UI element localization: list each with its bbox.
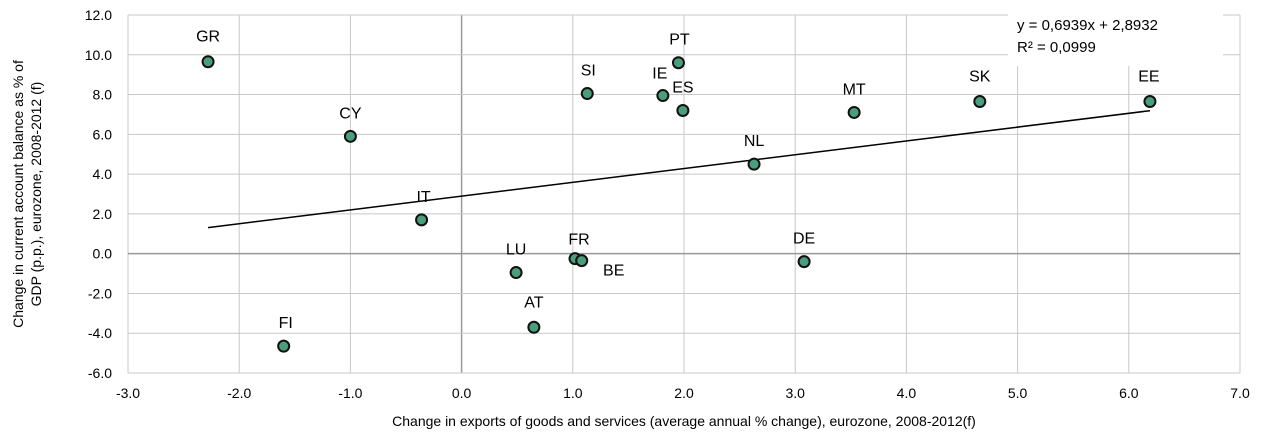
point-label-de: DE (793, 231, 815, 248)
x-axis-label: Change in exports of goods and services … (392, 413, 976, 429)
x-tick-label: 4.0 (897, 385, 917, 401)
trendline (207, 109, 1151, 229)
data-point-it (415, 213, 429, 227)
data-point-mt (847, 105, 861, 119)
y-tick-label: 10.0 (85, 47, 112, 63)
x-tick-label: -3.0 (116, 385, 140, 401)
point-label-it: IT (416, 189, 430, 206)
data-point-gr (201, 55, 215, 69)
y-axis-label-line1: Change in current account balance as % o… (10, 60, 26, 328)
point-label-lu: LU (506, 242, 526, 259)
point-label-cy: CY (339, 105, 362, 122)
trendline-equation: y = 0,6939x + 2,8932 (1017, 17, 1158, 34)
y-axis-label-line2: GDP (p.p.), eurozone, 2008-2012 (f) (28, 82, 44, 307)
data-point-sk (973, 95, 987, 109)
point-label-si: SI (581, 63, 596, 80)
y-tick-label: -6.0 (88, 365, 112, 381)
data-point-pt (671, 56, 685, 70)
point-label-be: BE (603, 263, 624, 280)
point-label-at: AT (524, 294, 543, 311)
data-point-es (676, 103, 690, 117)
grid-lines (127, 14, 1241, 374)
x-tick-label: -2.0 (227, 385, 251, 401)
data-point-nl (747, 157, 761, 171)
x-tick-label: 3.0 (785, 385, 805, 401)
x-tick-label: -1.0 (338, 385, 362, 401)
y-tick-label: 4.0 (93, 166, 113, 182)
point-label-es: ES (672, 79, 693, 96)
x-tick-label: 6.0 (1119, 385, 1139, 401)
y-tick-label: 12.0 (85, 7, 112, 23)
y-tick-label: -4.0 (88, 325, 112, 341)
data-point-ie (656, 89, 670, 103)
point-label-mt: MT (843, 81, 866, 98)
data-point-cy (343, 129, 357, 143)
data-point-si (580, 87, 594, 101)
x-tick-label: 0.0 (452, 385, 472, 401)
data-point-at (527, 320, 541, 334)
x-tick-labels: -3.0 -2.0 -1.0 0.0 1.0 2.0 3.0 4.0 5.0 6.0 7.0 (116, 385, 1250, 401)
y-tick-labels: 12.0 10.0 8.0 6.0 4.0 2.0 0.0 -2.0 -4.0 -6.0 (85, 7, 112, 381)
x-tick-label: 2.0 (674, 385, 694, 401)
point-label-ie: IE (652, 66, 667, 83)
y-tick-label: 0.0 (93, 246, 113, 262)
data-point-lu (509, 266, 523, 280)
x-tick-label: 1.0 (563, 385, 583, 401)
y-tick-label: 8.0 (93, 87, 113, 103)
point-label-nl: NL (744, 133, 765, 150)
point-label-gr: GR (196, 29, 220, 46)
data-point-fi (277, 339, 291, 353)
x-tick-label: 5.0 (1008, 385, 1028, 401)
point-label-ee: EE (1138, 69, 1159, 86)
point-label-fi: FI (279, 315, 293, 332)
data-point-be (575, 254, 589, 268)
data-point-ee (1143, 95, 1157, 109)
data-points (201, 55, 1157, 353)
y-tick-label: 6.0 (93, 126, 113, 142)
point-label-fr: FR (568, 232, 589, 249)
point-label-pt: PT (669, 32, 690, 49)
y-tick-label: 2.0 (93, 206, 113, 222)
equation-box (1008, 4, 1223, 66)
point-label-sk: SK (969, 69, 991, 86)
y-tick-label: -2.0 (88, 285, 112, 301)
x-tick-label: 7.0 (1230, 385, 1250, 401)
data-point-de (797, 255, 811, 269)
trendline-r-squared: R² = 0,0999 (1017, 39, 1096, 56)
